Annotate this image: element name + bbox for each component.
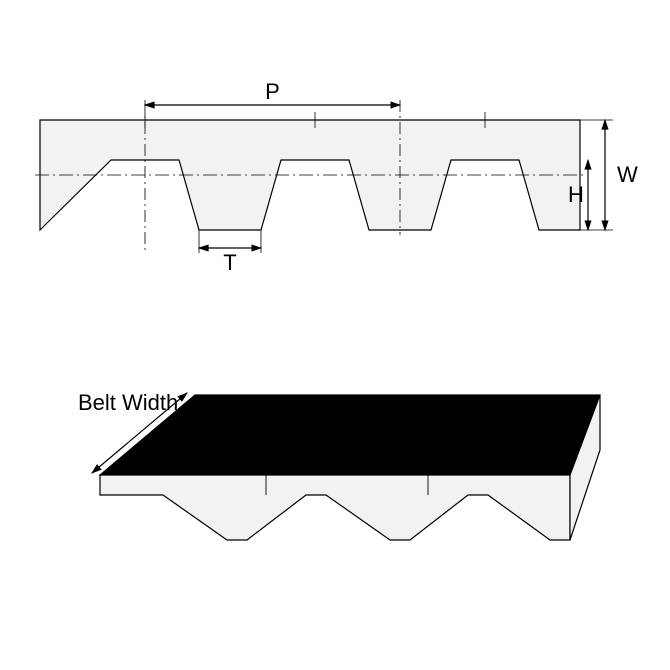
belt-width-label: Belt Width [78,390,178,415]
height-label: H [568,182,584,207]
pitch-label: P [265,79,280,104]
tooth-label: T [223,250,236,275]
belt-front-face [100,475,570,540]
width-label: W [617,162,638,187]
